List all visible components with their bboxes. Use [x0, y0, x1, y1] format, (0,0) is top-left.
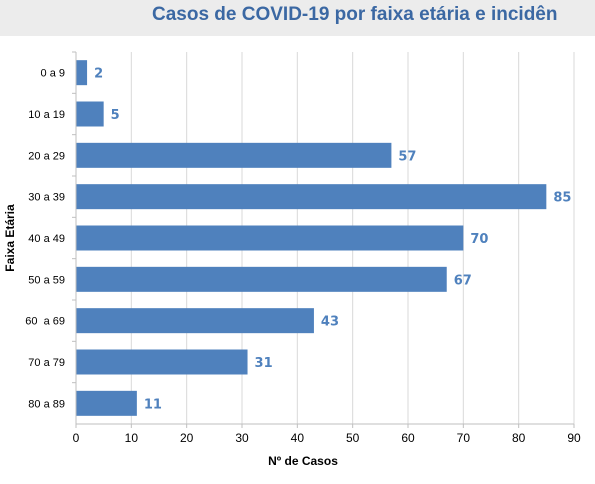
data-label: 31: [255, 356, 273, 371]
x-tick-label: 20: [180, 431, 194, 445]
bar: [76, 349, 248, 375]
data-label: 57: [398, 149, 416, 164]
bar: [76, 266, 447, 292]
category-label: 30 a 39: [28, 192, 65, 204]
x-tick-label: 70: [457, 431, 471, 445]
bar: [76, 225, 464, 251]
bar: [76, 184, 547, 210]
data-label: 85: [553, 191, 571, 206]
category-label: 40 a 49: [28, 233, 65, 245]
x-tick-label: 30: [235, 431, 249, 445]
x-tick-label: 50: [346, 431, 360, 445]
bar: [76, 308, 314, 334]
x-tick-label: 80: [512, 431, 526, 445]
title-band: [0, 0, 595, 36]
x-tick-label: 60: [401, 431, 415, 445]
data-label: 70: [470, 232, 488, 247]
data-label: 5: [111, 108, 120, 123]
category-label: 20 a 29: [28, 150, 65, 162]
data-label: 67: [454, 273, 472, 288]
category-label: 50 a 59: [28, 274, 65, 286]
bar: [76, 60, 88, 86]
axes: 0 10 20 30 40 50 60 70 80 90 0 a 9 10 a 19 20 a 29 30…: [25, 51, 581, 445]
bar-chart: 2 5 57 85 70 67 43 31 11 0 10 20 30 40 50 60 70 80 90 0 a …: [3, 51, 581, 468]
x-tick-label: 90: [567, 431, 581, 445]
data-label: 43: [321, 315, 339, 330]
x-tick-label: 40: [291, 431, 305, 445]
chart-title: Casos de COVID-19 por faixa etária e inc…: [152, 4, 558, 25]
y-axis-title: Faixa Etária: [3, 204, 17, 272]
bar: [76, 142, 392, 168]
x-tick-label: 10: [125, 431, 139, 445]
bars: 2 5 57 85 70 67 43 31 11: [76, 60, 571, 416]
data-label: 2: [94, 67, 103, 82]
data-label: 11: [144, 397, 162, 412]
bar: [76, 390, 137, 416]
bar: [76, 101, 104, 127]
category-label: 10 a 19: [28, 109, 65, 121]
category-label: 70 a 79: [28, 357, 65, 369]
category-label: 80 a 89: [28, 398, 65, 410]
category-label: 60 a 69: [25, 316, 65, 328]
x-axis-title: Nº de Casos: [268, 454, 338, 468]
category-label: 0 a 9: [41, 68, 65, 80]
x-tick-label: 0: [73, 431, 80, 445]
